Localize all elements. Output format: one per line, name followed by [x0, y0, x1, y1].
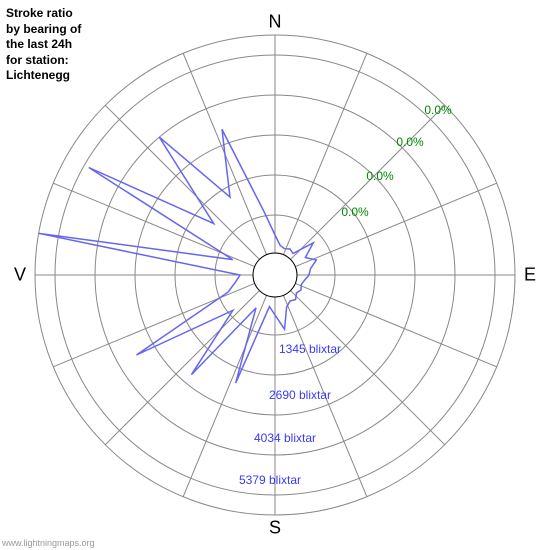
compass-n: N	[269, 12, 282, 33]
footer-credit: www.lightningmaps.org	[2, 538, 95, 548]
axis-tick-label: 0.0%	[424, 103, 451, 117]
compass-v: V	[14, 265, 26, 286]
axis-tick-label: 4034 blixtar	[254, 431, 316, 445]
chart-title: Stroke ratio by bearing of the last 24h …	[6, 6, 81, 84]
axis-tick-label: 0.0%	[396, 135, 423, 149]
compass-s: S	[269, 518, 281, 539]
polar-chart-svg	[0, 0, 550, 550]
axis-tick-label: 0.0%	[341, 205, 368, 219]
axis-tick-label: 1345 blixtar	[279, 342, 341, 356]
axis-tick-label: 2690 blixtar	[269, 388, 331, 402]
axis-tick-label: 5379 blixtar	[239, 473, 301, 487]
compass-e: E	[524, 265, 536, 286]
axis-tick-label: 0.0%	[366, 169, 393, 183]
